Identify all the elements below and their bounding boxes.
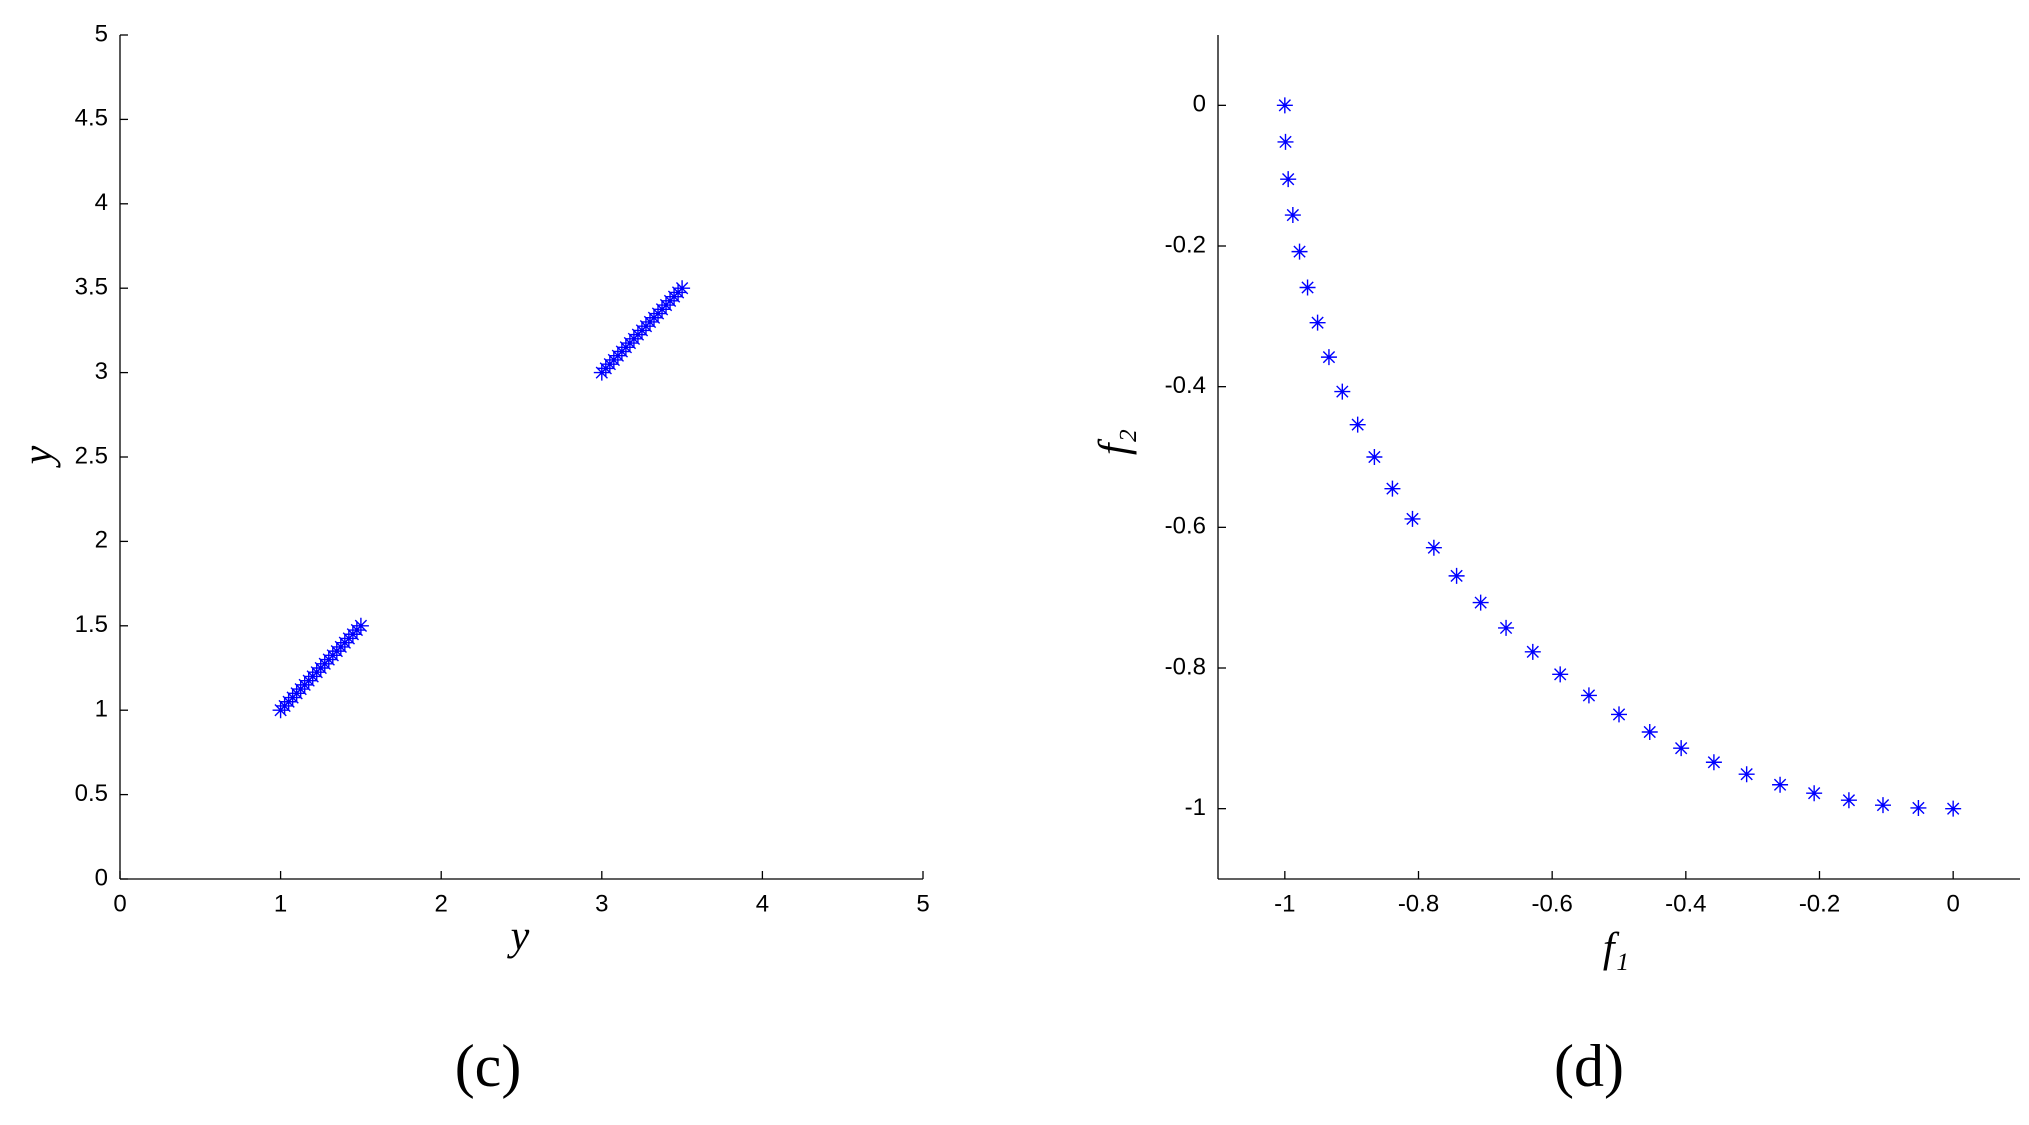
caption: (d) <box>1554 1033 1624 1099</box>
data-point <box>1673 740 1690 757</box>
data-point <box>1425 539 1442 556</box>
data-point <box>1280 171 1297 188</box>
x-tick-label: 1 <box>274 890 287 917</box>
data-point <box>1384 480 1401 497</box>
x-tick-label: 4 <box>756 890 769 917</box>
data-point <box>1309 314 1326 331</box>
y-tick-label: -0.6 <box>1165 513 1206 540</box>
x-tick-label: 5 <box>916 890 929 917</box>
data-point <box>1404 510 1421 527</box>
x-tick-label: -1 <box>1274 890 1295 917</box>
x-tick-label: -0.8 <box>1398 890 1439 917</box>
x-tick-label: 2 <box>435 890 448 917</box>
y-tick-label: -1 <box>1185 794 1206 821</box>
data-point <box>1366 449 1383 465</box>
data-point <box>1284 207 1301 224</box>
data-point <box>1806 785 1823 802</box>
y-tick-label: 5 <box>95 20 108 47</box>
data-point <box>1738 766 1755 783</box>
data-point <box>1277 133 1294 150</box>
y-axis-label: f₂ <box>1092 429 1138 455</box>
data-point <box>1276 97 1293 114</box>
y-tick-label: 3 <box>95 358 108 385</box>
data-point <box>1524 643 1541 660</box>
x-tick-label: 0 <box>1946 890 1959 917</box>
data-point <box>1580 687 1597 704</box>
y-tick-label: 2.5 <box>75 442 108 469</box>
data-point <box>1334 383 1351 400</box>
x-tick-label: -0.6 <box>1531 890 1572 917</box>
caption: (c) <box>455 1033 522 1099</box>
y-tick-label: 2 <box>95 527 108 554</box>
y-tick-label: 1 <box>95 696 108 723</box>
data-point <box>674 280 691 297</box>
data-point <box>1299 279 1316 296</box>
y-tick-label: 4.5 <box>75 105 108 132</box>
y-tick-label: 1.5 <box>75 611 108 638</box>
data-point <box>1910 799 1927 816</box>
x-tick-label: 0 <box>113 890 126 917</box>
data-point <box>1448 567 1465 584</box>
x-tick-label: -0.2 <box>1799 890 1840 917</box>
y-tick-label: 0 <box>1193 91 1206 118</box>
data-point <box>1320 349 1337 366</box>
data-point <box>1874 797 1891 814</box>
x-tick-label: -0.4 <box>1665 890 1706 917</box>
y-tick-label: 3.5 <box>75 274 108 301</box>
data-point <box>1705 754 1722 771</box>
x-tick-label: 3 <box>595 890 608 917</box>
data-point <box>1945 800 1962 817</box>
data-point <box>1498 619 1515 636</box>
y-tick-label: 0 <box>95 864 108 891</box>
data-point <box>1552 666 1569 683</box>
y-axis-label: y <box>16 445 62 468</box>
data-point <box>1611 706 1627 723</box>
y-tick-label: -0.4 <box>1165 372 1206 399</box>
data-point <box>1772 776 1789 793</box>
data-point <box>352 617 369 634</box>
y-tick-label: 0.5 <box>75 780 108 807</box>
y-tick-label: -0.2 <box>1165 231 1206 258</box>
data-point <box>1641 724 1658 741</box>
data-point <box>1291 243 1308 260</box>
data-point <box>1472 594 1489 611</box>
data-point <box>1840 792 1857 809</box>
y-tick-label: 4 <box>95 189 108 216</box>
data-point <box>1349 416 1366 433</box>
y-tick-label: -0.8 <box>1165 653 1206 680</box>
x-axis-label: y <box>507 914 530 960</box>
x-axis-label: f₁ <box>1603 926 1629 972</box>
